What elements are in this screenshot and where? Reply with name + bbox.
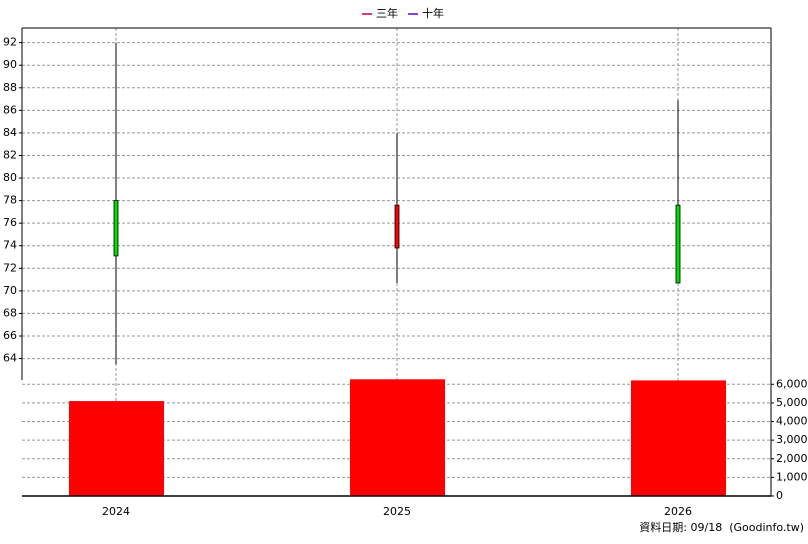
volume-bar [631,380,726,496]
x-tick-label: 2025 [383,505,411,518]
y-tick-label: 82 [3,148,17,161]
volume-bar [69,401,164,496]
candle-body [394,204,400,249]
y-tick-label: 84 [3,126,17,139]
y2-tick-label: 3,000 [776,433,808,446]
y-tick-label: 86 [3,103,17,116]
legend-label: 三年 [376,6,398,20]
footnote: 資料日期: 09/18 (Goodinfo.tw) [639,520,804,534]
candle-body [675,204,681,284]
y-tick-label: 64 [3,352,17,365]
y2-tick-label: 2,000 [776,452,808,465]
y2-tick-label: 1,000 [776,470,808,483]
y-tick-label: 90 [3,58,17,71]
y-tick-label: 68 [3,306,17,319]
y2-tick-label: 4,000 [776,415,808,428]
y-tick-label: 80 [3,171,17,184]
y2-tick-label: 6,000 [776,377,808,390]
y2-tick-label: 5,000 [776,396,808,409]
y-tick-label: 76 [3,216,17,229]
volume-bar [350,379,445,496]
legend-label: 十年 [422,6,444,20]
y-tick-label: 78 [3,194,17,207]
x-tick-label: 2024 [102,505,130,518]
y-tick-label: 72 [3,261,17,274]
y-tick-label: 92 [3,36,17,49]
y-tick-label: 70 [3,284,17,297]
y-tick-label: 88 [3,81,17,94]
y-tick-label: 74 [3,239,17,252]
y2-tick-label: 0 [776,489,783,502]
candle-body [113,200,119,257]
x-tick-label: 2026 [664,505,692,518]
y-tick-label: 66 [3,329,17,342]
